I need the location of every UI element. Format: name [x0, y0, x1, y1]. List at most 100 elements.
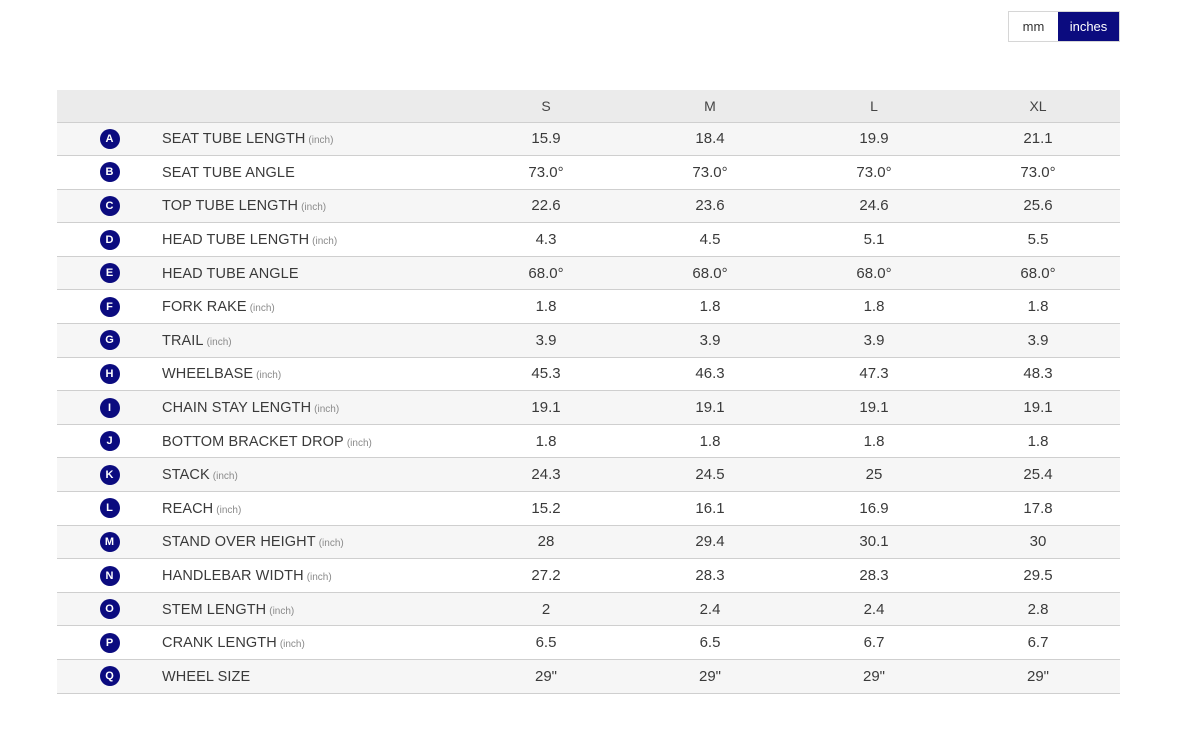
row-label-cell: CRANK LENGTH (inch) — [162, 625, 464, 660]
measurement-unit: (inch) — [312, 236, 338, 248]
value-cell-s: 3.9 — [464, 323, 628, 358]
measurement-letter-badge: Q — [99, 666, 120, 687]
measurement-letter-badge: A — [99, 128, 120, 149]
measurement-letter-badge: D — [99, 229, 120, 250]
measurement-label: SEAT TUBE LENGTH — [162, 131, 306, 148]
size-header-l: L — [792, 90, 956, 123]
value-cell-xl: 30 — [956, 525, 1120, 560]
table-row: I CHAIN STAY LENGTH (inch) 19.1 19.1 19.1 19.1 — [57, 390, 1120, 425]
value-cell-xl: 17.8 — [956, 491, 1120, 526]
measurement-letter-badge: B — [99, 162, 120, 183]
value-cell-xl: 73.0° — [956, 155, 1120, 190]
row-badge-cell: O — [57, 592, 162, 627]
value-cell-l: 29" — [792, 659, 956, 694]
measurement-label: FORK RAKE — [162, 299, 247, 316]
row-label-cell: BOTTOM BRACKET DROP (inch) — [162, 424, 464, 459]
value-cell-l: 30.1 — [792, 525, 956, 560]
unit-toggle: mm inches — [1008, 11, 1120, 42]
measurement-unit: (inch) — [249, 303, 275, 315]
size-header-xl: XL — [956, 90, 1120, 123]
row-badge-cell: A — [57, 122, 162, 157]
value-cell-xl: 21.1 — [956, 122, 1120, 157]
header-badge-cell — [57, 90, 162, 123]
measurement-unit: (inch) — [279, 639, 305, 651]
value-cell-l: 24.6 — [792, 189, 956, 224]
inches-button[interactable]: inches — [1058, 12, 1119, 41]
table-row: J BOTTOM BRACKET DROP (inch) 1.8 1.8 1.8 1.8 — [57, 424, 1120, 459]
value-cell-xl: 2.8 — [956, 592, 1120, 627]
measurement-label: BOTTOM BRACKET DROP — [162, 433, 344, 450]
value-cell-m: 16.1 — [628, 491, 792, 526]
table-row: G TRAIL (inch) 3.9 3.9 3.9 3.9 — [57, 323, 1120, 358]
row-badge-cell: C — [57, 189, 162, 224]
value-cell-l: 28.3 — [792, 558, 956, 593]
value-cell-m: 23.6 — [628, 189, 792, 224]
mm-button[interactable]: mm — [1009, 12, 1058, 41]
value-cell-m: 29.4 — [628, 525, 792, 560]
measurement-label: STEM LENGTH — [162, 601, 267, 618]
row-label-cell: HEAD TUBE ANGLE — [162, 256, 464, 291]
value-cell-m: 29" — [628, 659, 792, 694]
value-cell-m: 19.1 — [628, 390, 792, 425]
table-header-row: S M L XL — [57, 90, 1120, 123]
table-row: K STACK (inch) 24.3 24.5 25 25.4 — [57, 457, 1120, 493]
measurement-unit: (inch) — [306, 572, 332, 584]
value-cell-s: 6.5 — [464, 625, 628, 660]
row-badge-cell: L — [57, 491, 162, 526]
table-row: M STAND OVER HEIGHT (inch) 28 29.4 30.1 30 — [57, 525, 1120, 560]
row-label-cell: SEAT TUBE LENGTH (inch) — [162, 122, 464, 157]
measurement-letter-badge: K — [99, 464, 120, 485]
row-label-cell: CHAIN STAY LENGTH (inch) — [162, 390, 464, 425]
value-cell-l: 25 — [792, 457, 956, 493]
measurement-unit: (inch) — [301, 202, 327, 214]
measurement-label: CHAIN STAY LENGTH — [162, 400, 312, 417]
measurement-letter-badge: F — [99, 296, 120, 317]
value-cell-s: 24.3 — [464, 457, 628, 493]
row-label-cell: FORK RAKE (inch) — [162, 289, 464, 325]
measurement-label: HEAD TUBE ANGLE — [162, 265, 299, 282]
row-label-cell: WHEEL SIZE — [162, 659, 464, 694]
value-cell-m: 46.3 — [628, 357, 792, 392]
row-badge-cell: P — [57, 625, 162, 660]
measurement-unit: (inch) — [314, 404, 340, 416]
measurement-label: REACH — [162, 500, 214, 517]
geometry-table: S M L XL A SEAT TUBE LENGTH (inch) 15.9 18.4… — [57, 90, 1120, 694]
measurement-letter-badge: J — [99, 431, 120, 452]
value-cell-s: 1.8 — [464, 424, 628, 459]
row-badge-cell: G — [57, 323, 162, 358]
value-cell-m: 18.4 — [628, 122, 792, 157]
measurement-letter-badge: G — [99, 330, 120, 351]
value-cell-m: 28.3 — [628, 558, 792, 593]
value-cell-m: 73.0° — [628, 155, 792, 190]
value-cell-xl: 5.5 — [956, 222, 1120, 257]
value-cell-s: 1.8 — [464, 289, 628, 325]
value-cell-m: 4.5 — [628, 222, 792, 257]
measurement-label: STAND OVER HEIGHT — [162, 534, 316, 551]
row-badge-cell: B — [57, 155, 162, 190]
row-label-cell: TRAIL (inch) — [162, 323, 464, 358]
row-badge-cell: N — [57, 558, 162, 593]
measurement-letter-badge: I — [99, 397, 120, 418]
value-cell-l: 2.4 — [792, 592, 956, 627]
row-label-cell: SEAT TUBE ANGLE — [162, 155, 464, 190]
value-cell-m: 1.8 — [628, 289, 792, 325]
row-badge-cell: K — [57, 457, 162, 493]
value-cell-xl: 25.6 — [956, 189, 1120, 224]
value-cell-xl: 25.4 — [956, 457, 1120, 493]
measurement-unit: (inch) — [216, 504, 242, 516]
row-badge-cell: M — [57, 525, 162, 560]
value-cell-l: 73.0° — [792, 155, 956, 190]
value-cell-s: 27.2 — [464, 558, 628, 593]
value-cell-m: 2.4 — [628, 592, 792, 627]
value-cell-l: 16.9 — [792, 491, 956, 526]
value-cell-xl: 6.7 — [956, 625, 1120, 660]
size-header-m: M — [628, 90, 792, 123]
value-cell-l: 3.9 — [792, 323, 956, 358]
row-badge-cell: H — [57, 357, 162, 392]
table-row: L REACH (inch) 15.2 16.1 16.9 17.8 — [57, 491, 1120, 526]
measurement-letter-badge: E — [99, 263, 120, 284]
value-cell-m: 3.9 — [628, 323, 792, 358]
measurement-label: TRAIL — [162, 332, 204, 349]
measurement-letter-badge: O — [99, 599, 120, 620]
value-cell-l: 6.7 — [792, 625, 956, 660]
